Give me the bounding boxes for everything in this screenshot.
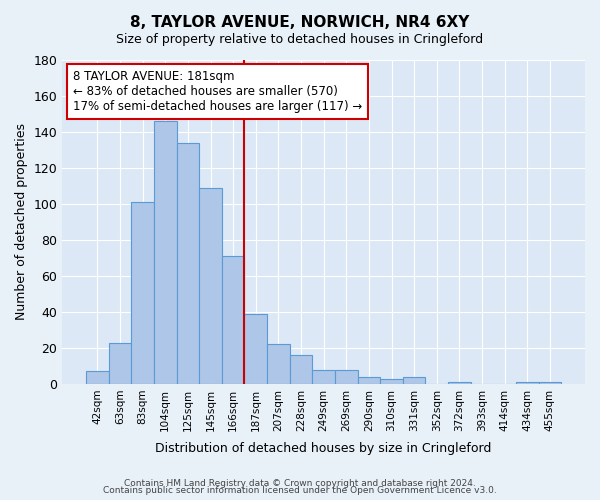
Bar <box>86 372 109 384</box>
Bar <box>516 382 539 384</box>
Text: Size of property relative to detached houses in Cringleford: Size of property relative to detached ho… <box>116 32 484 46</box>
Bar <box>380 378 403 384</box>
Text: Contains public sector information licensed under the Open Government Licence v3: Contains public sector information licen… <box>103 486 497 495</box>
Bar <box>244 314 267 384</box>
Bar <box>358 376 380 384</box>
Bar <box>335 370 358 384</box>
Bar <box>154 121 176 384</box>
Text: Contains HM Land Registry data © Crown copyright and database right 2024.: Contains HM Land Registry data © Crown c… <box>124 478 476 488</box>
Bar <box>109 342 131 384</box>
Bar <box>403 376 425 384</box>
Text: 8 TAYLOR AVENUE: 181sqm
← 83% of detached houses are smaller (570)
17% of semi-d: 8 TAYLOR AVENUE: 181sqm ← 83% of detache… <box>73 70 362 112</box>
Bar <box>290 355 313 384</box>
X-axis label: Distribution of detached houses by size in Cringleford: Distribution of detached houses by size … <box>155 442 492 455</box>
Bar <box>199 188 222 384</box>
Text: 8, TAYLOR AVENUE, NORWICH, NR4 6XY: 8, TAYLOR AVENUE, NORWICH, NR4 6XY <box>130 15 470 30</box>
Y-axis label: Number of detached properties: Number of detached properties <box>15 124 28 320</box>
Bar <box>176 143 199 384</box>
Bar <box>131 202 154 384</box>
Bar <box>448 382 471 384</box>
Bar <box>539 382 561 384</box>
Bar <box>222 256 244 384</box>
Bar <box>267 344 290 384</box>
Bar <box>313 370 335 384</box>
